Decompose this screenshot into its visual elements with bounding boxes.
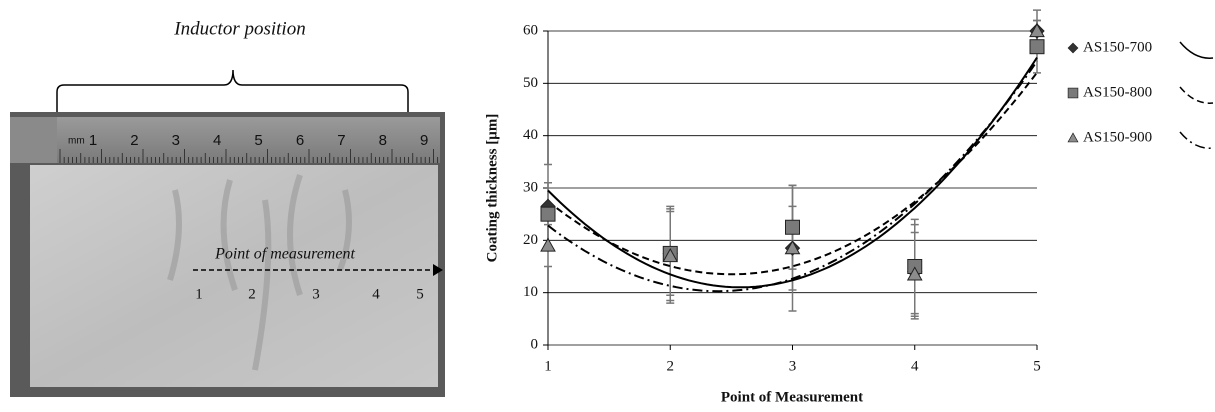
x-tick-label: 5	[1033, 358, 1041, 374]
point-label: 5	[416, 286, 424, 302]
trend-line	[547, 71, 1038, 276]
legend-line	[1179, 41, 1214, 59]
y-tick-label: 50	[523, 75, 538, 91]
x-tick-label: 1	[544, 358, 552, 374]
legend-marker	[1067, 132, 1079, 143]
point-label: 2	[248, 286, 256, 302]
legend-label: AS150-900	[1083, 129, 1152, 145]
y-tick-label: 20	[523, 232, 538, 248]
sheet	[30, 165, 438, 387]
ruler-label: 1	[89, 132, 97, 149]
chart: Point of Measurement Coating thickness […	[484, 9, 1214, 405]
legend-marker	[1067, 87, 1079, 99]
arrow-label: Point of measurement	[214, 246, 355, 263]
ruler-label: 7	[337, 132, 345, 149]
marker	[540, 206, 556, 222]
x-tick-label: 2	[667, 358, 675, 374]
y-tick-label: 60	[523, 22, 538, 38]
ruler-label: 6	[296, 132, 304, 149]
legend-marker	[1067, 42, 1079, 54]
ruler-ticks: 1 2 3 4 5 6 7 8 9	[59, 132, 439, 163]
y-tick-label: 30	[523, 179, 538, 195]
marker	[785, 219, 800, 235]
point-labels: 1 2 3 4 5	[195, 286, 424, 302]
trend-line	[547, 60, 1038, 293]
weld-marks	[167, 174, 352, 371]
point-label: 1	[195, 286, 203, 302]
point-label: 4	[372, 286, 380, 302]
marker	[1029, 39, 1045, 55]
y-axis-label: Coating thickness [µm]	[484, 114, 500, 263]
marker	[784, 240, 801, 255]
ruler-label: 9	[420, 132, 428, 149]
photo-title: Inductor position	[173, 18, 305, 39]
y-tick-label: 10	[523, 284, 538, 300]
ruler-label: 5	[254, 132, 262, 149]
x-tick-label: 4	[911, 358, 919, 374]
ruler-label: 3	[172, 132, 180, 149]
ruler-end	[10, 117, 57, 163]
legend-label: AS150-700	[1083, 39, 1152, 55]
ruler	[57, 117, 440, 163]
point-label: 3	[312, 286, 320, 302]
marker	[662, 248, 679, 263]
arrow-head	[433, 264, 443, 276]
y-tick-label: 40	[523, 127, 538, 143]
ruler-label: 2	[130, 132, 138, 149]
legend-line	[1179, 86, 1214, 104]
legend-line	[1179, 131, 1214, 149]
marker	[1029, 22, 1045, 38]
ruler-label: 4	[213, 132, 221, 149]
marker	[540, 237, 556, 252]
bracket	[56, 69, 409, 112]
x-axis-label: Point of Measurement	[721, 389, 863, 405]
marker	[906, 266, 923, 281]
legend-label: AS150-800	[1083, 84, 1152, 100]
y-tick-label: 0	[531, 336, 539, 352]
photo: 1 2 3 4 5 6 7 8 9 mm Inductor position Point of …	[10, 18, 445, 397]
ruler-label: 8	[379, 132, 387, 149]
ruler-unit: mm	[68, 136, 85, 147]
x-tick-label: 3	[789, 358, 797, 374]
